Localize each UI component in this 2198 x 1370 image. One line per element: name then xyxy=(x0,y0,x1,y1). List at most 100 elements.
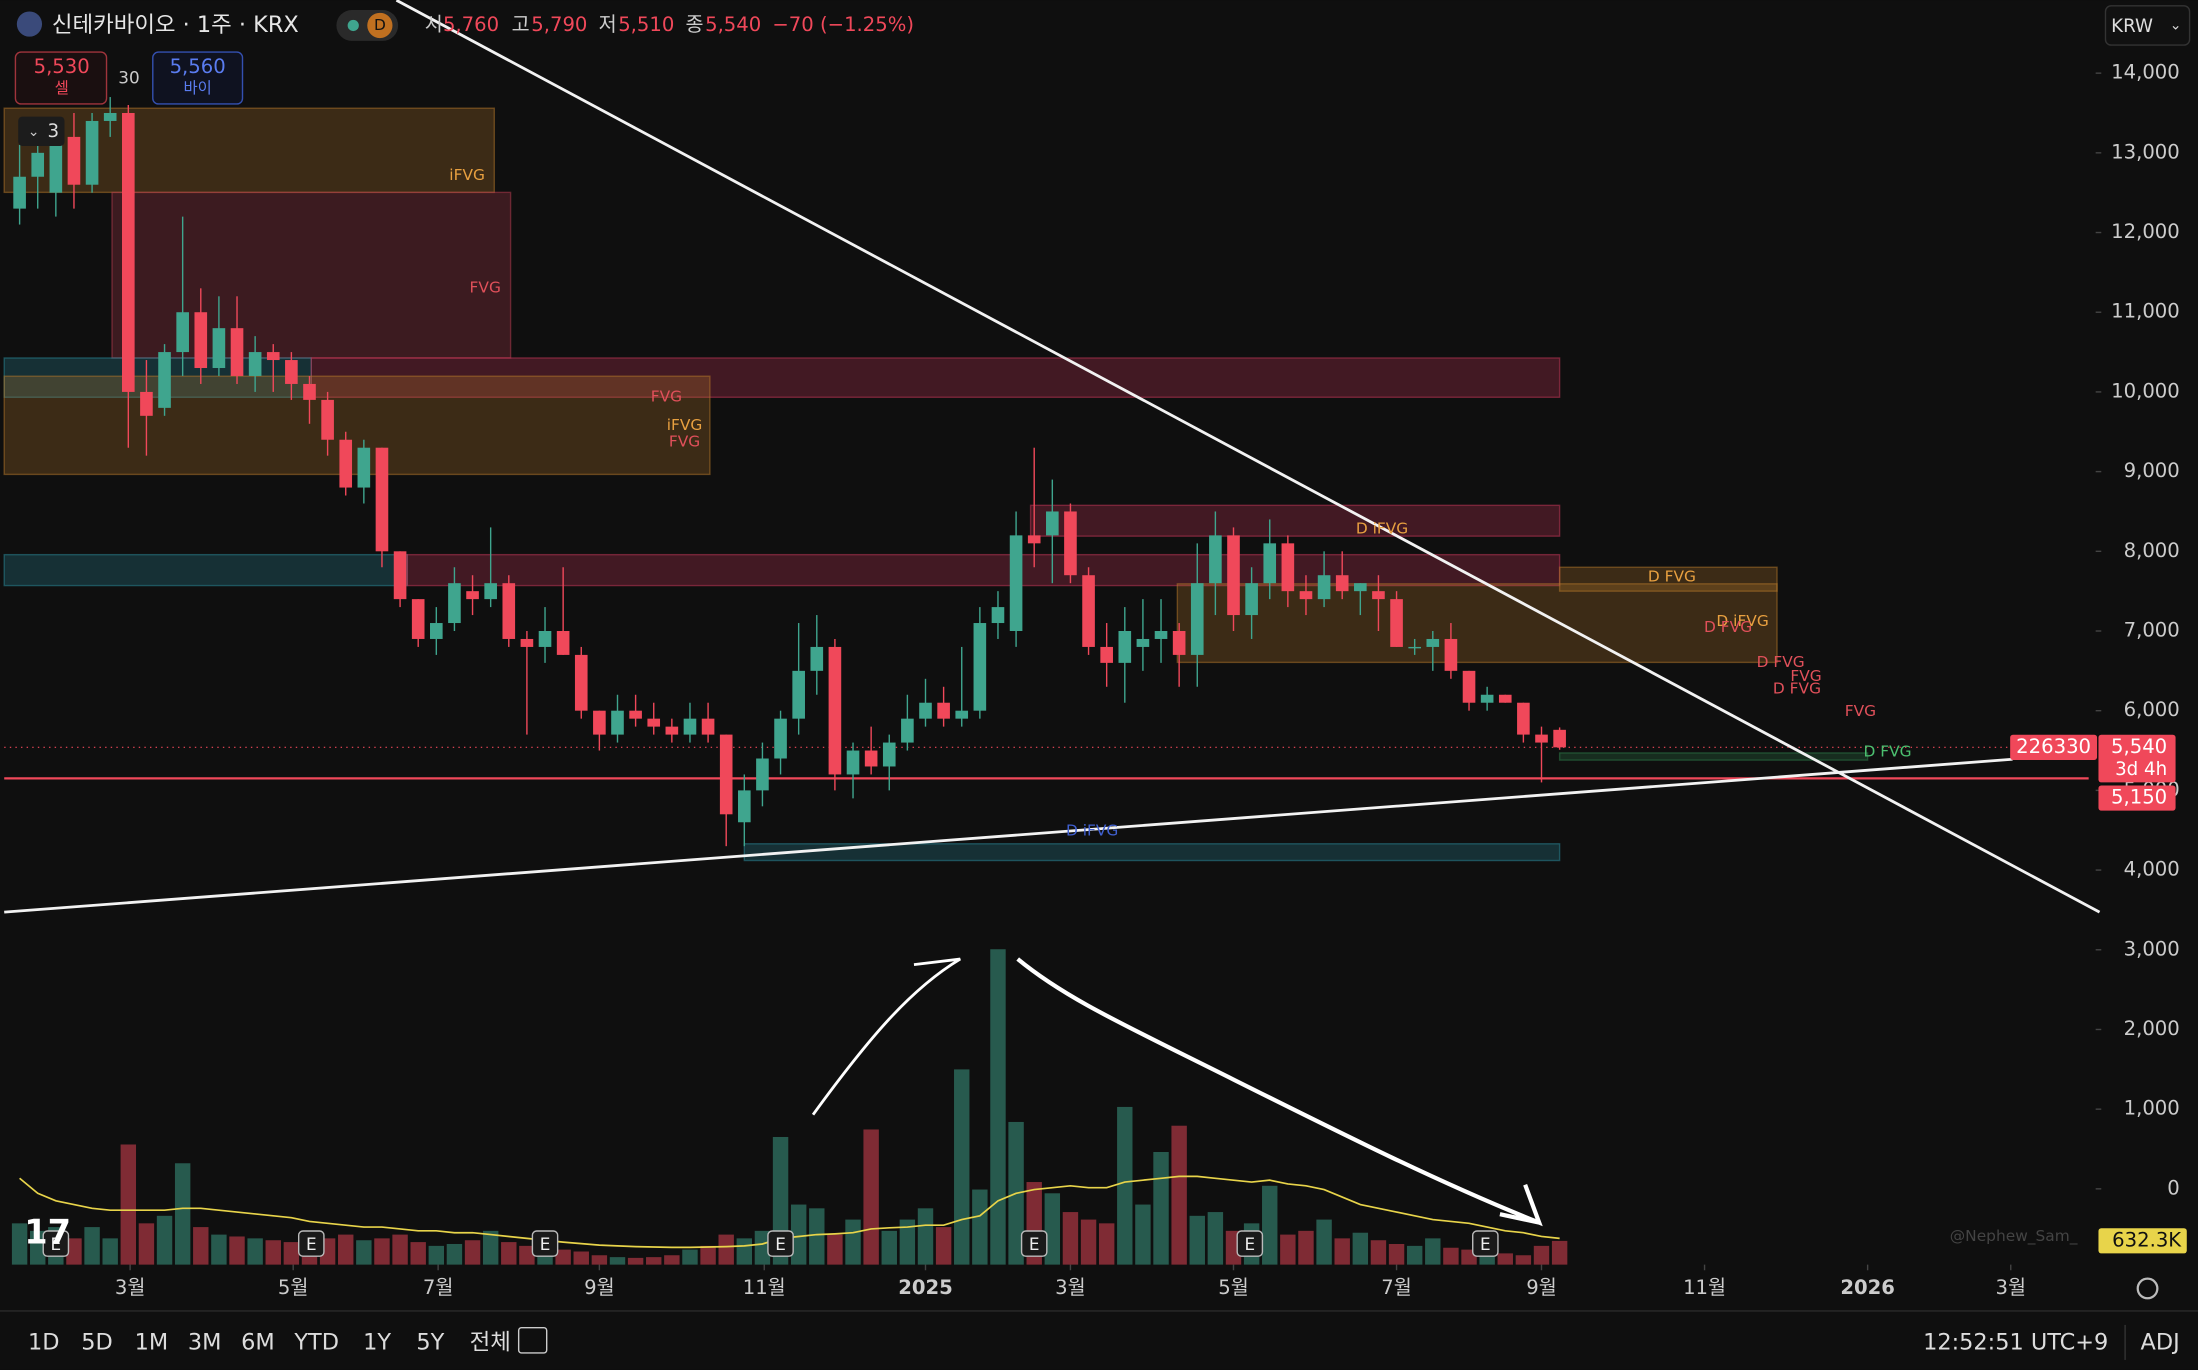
candle-body xyxy=(502,583,516,639)
candle-body xyxy=(973,623,987,711)
event-marker xyxy=(1472,1230,1499,1257)
ohlc-label: 종 xyxy=(685,13,703,36)
badge xyxy=(367,12,393,39)
range-button[interactable]: 전체 xyxy=(470,1330,511,1356)
calendar-icon[interactable] xyxy=(517,1327,548,1354)
range-button[interactable]: 3M xyxy=(188,1330,222,1356)
volume-bar xyxy=(646,1257,662,1265)
countdown-text: 3d 4h xyxy=(2115,759,2167,780)
candle-body xyxy=(1517,702,1530,735)
range-button[interactable]: 1D xyxy=(28,1330,60,1356)
volume-bar xyxy=(664,1255,680,1265)
volume-bar xyxy=(519,1245,535,1265)
volume-bar xyxy=(374,1238,390,1265)
x-tick-label: 9월 xyxy=(584,1276,615,1299)
zone-label: D FVG xyxy=(1704,618,1752,636)
volume-bar xyxy=(736,1238,753,1265)
volume-bar xyxy=(917,1208,934,1265)
zone-label: iFVG xyxy=(667,416,703,434)
candle-body xyxy=(1245,583,1258,616)
range-button[interactable]: 1M xyxy=(135,1330,169,1356)
candle-body xyxy=(1172,630,1186,655)
event-marker xyxy=(1236,1230,1264,1257)
candle-body xyxy=(792,670,805,719)
fvg-zone xyxy=(3,553,409,587)
candle-body xyxy=(430,623,443,639)
volume-bar xyxy=(1098,1223,1115,1265)
candle-body xyxy=(1317,575,1331,600)
range-button[interactable]: 5D xyxy=(81,1330,113,1356)
y-tick-label: 6,000 xyxy=(2124,698,2180,721)
x-tick-label: 7월 xyxy=(1381,1276,1412,1299)
candle-body xyxy=(1082,575,1095,647)
volume-bar xyxy=(30,1230,46,1265)
indicator-tag xyxy=(2010,734,2098,760)
event-label: E xyxy=(306,1234,317,1254)
currency: KRW xyxy=(2111,16,2153,37)
symbol-logo xyxy=(16,11,43,37)
candle-body xyxy=(1408,646,1421,649)
volume-bar xyxy=(428,1245,445,1265)
candle-body xyxy=(1136,638,1150,647)
zone-label: D iFVG xyxy=(1356,520,1408,538)
zone-label: D FVG xyxy=(1757,653,1805,671)
volume-bar xyxy=(1298,1230,1314,1265)
candle-body xyxy=(375,447,389,552)
candle-body xyxy=(665,726,679,735)
volume-bar xyxy=(283,1242,300,1265)
zone-label: FVG xyxy=(651,388,682,406)
settings-icon[interactable] xyxy=(2136,1277,2159,1300)
candle-body xyxy=(1027,535,1041,544)
event-label: E xyxy=(1244,1234,1255,1254)
y-tick-label: 11,000 xyxy=(2111,300,2180,323)
buy-label: 바이 xyxy=(183,79,211,97)
candle-body xyxy=(49,136,63,193)
sell-button[interactable] xyxy=(14,51,108,105)
candle-body xyxy=(1009,535,1023,631)
volume-bar xyxy=(990,949,1006,1265)
candle-body xyxy=(248,352,262,376)
x-tick-label: 3월 xyxy=(1995,1276,2026,1299)
ohlc-value: 5,540 xyxy=(705,13,761,36)
change: −70 (−1.25%) xyxy=(772,13,914,36)
range-button[interactable]: 1Y xyxy=(363,1330,391,1356)
x-tick-label: 3월 xyxy=(1055,1276,1086,1299)
fvg-zone xyxy=(1029,504,1561,537)
y-tick-label: 12,000 xyxy=(2111,220,2180,243)
range-button[interactable]: YTD xyxy=(293,1330,339,1356)
volume-bar xyxy=(972,1189,988,1265)
chevron: ⌄ xyxy=(2170,17,2182,33)
event-marker xyxy=(767,1230,794,1257)
trendline xyxy=(395,0,2101,914)
volume-bar xyxy=(356,1240,372,1265)
collapse-button[interactable] xyxy=(18,116,65,147)
buy-button[interactable] xyxy=(152,51,244,105)
fvg-zone xyxy=(111,191,512,359)
zone-label: FVG xyxy=(1790,667,1821,685)
volume-bar xyxy=(573,1251,589,1265)
volume-bar xyxy=(1334,1238,1350,1265)
candle-body xyxy=(303,383,316,400)
candle-body xyxy=(1372,591,1385,600)
y-tick-label: 3,000 xyxy=(2124,937,2180,960)
adj-toggle[interactable]: ADJ xyxy=(2141,1330,2180,1356)
candle-body xyxy=(1390,599,1403,647)
candle-body xyxy=(266,352,280,361)
candle-body xyxy=(230,328,244,376)
volume-bar xyxy=(1388,1243,1405,1265)
y-tick-label: 8,000 xyxy=(2124,539,2180,562)
range-button[interactable]: 5Y xyxy=(416,1330,444,1356)
candle-body xyxy=(411,599,425,639)
candle-body xyxy=(810,646,824,671)
candle-body xyxy=(194,312,208,369)
event-marker xyxy=(531,1230,559,1257)
volume-bar xyxy=(754,1230,771,1265)
volume-bar xyxy=(1117,1106,1133,1265)
volume-bar xyxy=(1551,1240,1568,1265)
candle-body xyxy=(538,630,552,647)
range-button[interactable]: 6M xyxy=(241,1330,275,1356)
currency-button[interactable] xyxy=(2104,5,2191,46)
annotation-arrow xyxy=(811,957,961,1116)
candle-body xyxy=(1426,638,1440,647)
zone-label: FVG xyxy=(470,278,501,296)
